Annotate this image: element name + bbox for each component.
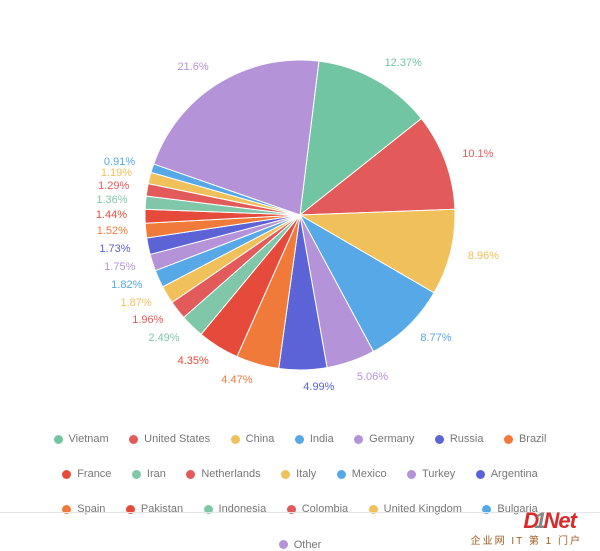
legend-item[interactable]: Pakistan	[126, 497, 183, 521]
pie-svg	[0, 0, 600, 420]
legend-swatch	[504, 435, 513, 444]
legend-item[interactable]: China	[231, 427, 275, 451]
legend-label: Italy	[296, 468, 316, 480]
legend-item[interactable]: Mexico	[337, 462, 387, 486]
legend-swatch	[435, 435, 444, 444]
legend-item[interactable]: Iran	[132, 462, 166, 486]
legend-item[interactable]: Brazil	[504, 427, 547, 451]
legend-label: Argentina	[491, 468, 538, 480]
legend-label: France	[77, 468, 111, 480]
legend-swatch	[132, 470, 141, 479]
legend-label: Pakistan	[141, 503, 183, 515]
legend-item[interactable]: Italy	[281, 462, 316, 486]
legend-label: India	[310, 433, 334, 445]
legend-item[interactable]: Colombia	[287, 497, 348, 521]
legend-swatch	[407, 470, 416, 479]
legend-swatch	[281, 470, 290, 479]
legend-label: Iran	[147, 468, 166, 480]
legend-label: Netherlands	[201, 468, 260, 480]
watermark-net: Net	[544, 508, 576, 533]
legend-item[interactable]: France	[62, 462, 111, 486]
watermark-subtitle: 企业网 IT 第 1 门户	[471, 532, 582, 547]
legend-swatch	[54, 435, 63, 444]
legend-label: Mexico	[352, 468, 387, 480]
watermark-brand: D1Net	[471, 508, 582, 534]
legend-item[interactable]: Turkey	[407, 462, 455, 486]
legend-swatch	[62, 470, 71, 479]
legend-item[interactable]: Russia	[435, 427, 484, 451]
legend-swatch	[337, 470, 346, 479]
legend-label: Turkey	[422, 468, 455, 480]
legend-item[interactable]: India	[295, 427, 334, 451]
legend-swatch	[476, 470, 485, 479]
legend-label: United Kingdom	[384, 503, 462, 515]
legend-item[interactable]: Germany	[354, 427, 414, 451]
legend-swatch	[186, 470, 195, 479]
legend-item[interactable]: United States	[129, 427, 210, 451]
legend-swatch	[129, 435, 138, 444]
legend-item[interactable]: Other	[279, 533, 322, 551]
pie-chart: 12.37%10.1%8.96%8.77%5.06%4.99%4.47%4.35…	[0, 0, 600, 420]
legend-swatch	[231, 435, 240, 444]
legend-label: Colombia	[302, 503, 348, 515]
legend-label: China	[246, 433, 275, 445]
legend-label: Indonesia	[219, 503, 267, 515]
legend-label: Brazil	[519, 433, 547, 445]
legend-swatch	[279, 540, 288, 549]
legend-item[interactable]: Netherlands	[186, 462, 260, 486]
legend-label: Russia	[450, 433, 484, 445]
legend-label: Vietnam	[69, 433, 109, 445]
legend-swatch	[354, 435, 363, 444]
legend-label: Other	[294, 539, 322, 551]
legend-label: Germany	[369, 433, 414, 445]
legend-item[interactable]: Spain	[62, 497, 105, 521]
legend-label: Spain	[77, 503, 105, 515]
legend-item[interactable]: Indonesia	[204, 497, 267, 521]
legend-item[interactable]: United Kingdom	[369, 497, 462, 521]
legend-swatch	[295, 435, 304, 444]
watermark: D1Net 企业网 IT 第 1 门户	[471, 508, 582, 547]
legend-item[interactable]: Vietnam	[54, 427, 109, 451]
legend-label: United States	[144, 433, 210, 445]
legend-item[interactable]: Argentina	[476, 462, 538, 486]
